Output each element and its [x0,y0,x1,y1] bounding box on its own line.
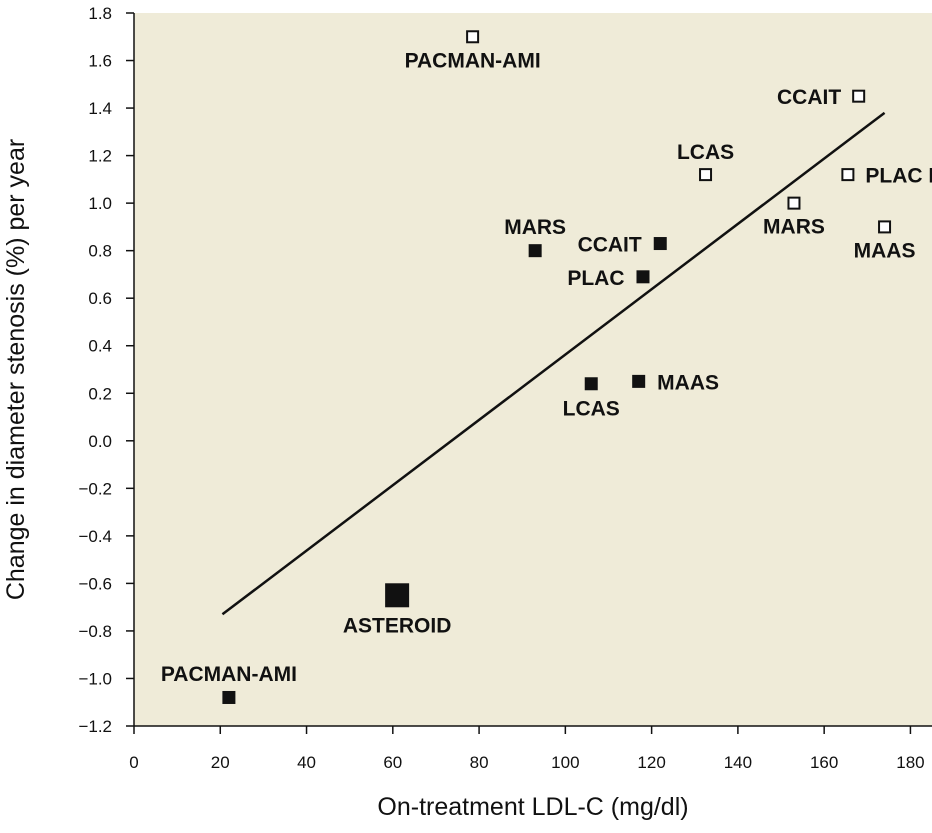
point-open-plac-i [841,168,855,182]
x-tick-label: 60 [383,753,402,772]
point-filled-asteroid [385,583,410,608]
point-label-maas: MAAS [854,239,916,262]
y-tick-label: 1.8 [88,4,112,23]
x-tick-label: 140 [724,753,752,772]
y-tick-label: 1.2 [88,147,112,166]
x-tick-label: 40 [297,753,316,772]
point-filled-ccait [653,237,667,251]
x-axis-ticks: 0 20 40 60 80 100 120 140 160 180 [129,726,925,772]
point-label-pacman-ami: PACMAN-AMI [405,49,541,72]
plot-area [134,13,932,726]
point-filled-pacman-ami [222,690,236,704]
point-label-asteroid: ASTEROID [343,614,452,637]
y-tick-label: 1.6 [88,52,112,71]
x-tick-label: 80 [470,753,489,772]
x-tick-label: 120 [637,753,665,772]
regression-line [221,111,886,616]
y-tick-label: 1.0 [88,194,112,213]
data-points: PACMAN-AMI ASTEROID LCAS MAAS PLAC CCAIT MARS P… [161,30,932,704]
y-tick-label: 0.0 [88,432,112,451]
point-open-ccait [852,89,866,103]
y-tick-label: 0.2 [88,384,112,403]
x-tick-label: 100 [551,753,579,772]
point-label-lcas: LCAS [563,397,620,420]
point-filled-mars [528,244,542,258]
y-tick-label: −1.0 [78,669,112,688]
y-axis-ticks: −1.2 −1.0 −0.8 −0.6 −0.4 −0.2 0.0 0.2 0.4 0.6 0.8 1… [78,4,134,736]
point-label-pacman-ami: PACMAN-AMI [161,663,297,686]
y-tick-label: −0.4 [78,527,112,546]
point-open-pacman-ami [466,30,480,44]
x-tick-label: 160 [810,753,838,772]
point-filled-plac [636,270,650,284]
y-tick-label: 1.4 [88,99,112,118]
x-tick-label: 20 [211,753,230,772]
point-open-mars [787,196,801,210]
point-filled-maas [632,374,646,388]
y-tick-label: 0.6 [88,289,112,308]
y-tick-label: 0.8 [88,242,112,261]
axes [133,13,932,727]
y-axis-title: Change in diameter stenosis (%) per year [2,139,30,600]
point-label-mars: MARS [763,216,825,239]
point-open-lcas [699,168,713,182]
x-tick-label: 0 [129,753,138,772]
point-filled-lcas [584,377,598,391]
point-label-mars: MARS [504,216,566,239]
y-tick-label: −0.2 [78,479,112,498]
point-label-ccait: CCAIT [578,234,642,257]
point-label-lcas: LCAS [677,141,734,164]
y-tick-label: −0.8 [78,622,112,641]
point-label-plac: PLAC [567,267,624,290]
x-tick-label: 180 [896,753,924,772]
y-tick-label: −1.2 [78,717,112,736]
y-tick-label: 0.4 [88,337,112,356]
point-open-maas [878,220,892,234]
point-label-maas: MAAS [657,371,719,394]
x-axis-title: On-treatment LDL-C (mg/dl) [377,793,688,821]
y-tick-label: −0.6 [78,574,112,593]
point-label-ccait: CCAIT [777,86,841,109]
point-label-plac-i: PLAC I [865,165,932,188]
